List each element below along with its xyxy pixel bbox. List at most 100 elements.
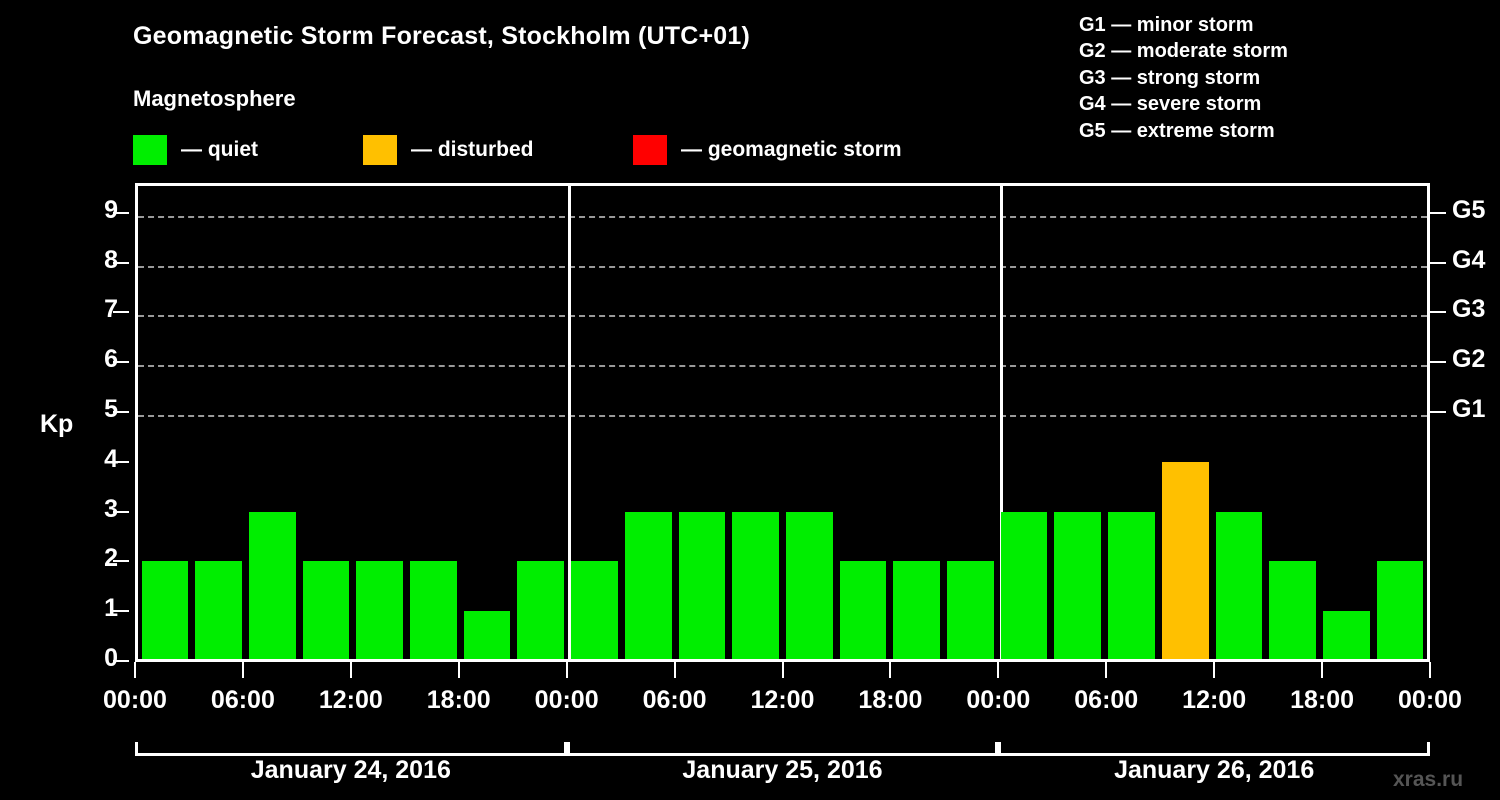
bar[interactable]	[1161, 461, 1209, 661]
bar[interactable]	[410, 561, 457, 661]
day-bracket	[135, 742, 567, 756]
bar[interactable]	[732, 511, 779, 661]
x-tick-label: 00:00	[966, 686, 1031, 714]
x-tick	[134, 662, 136, 678]
g-scale-legend: G1 — minor storm G2 — moderate storm G3 — …	[1079, 12, 1288, 144]
bar[interactable]	[947, 561, 994, 661]
x-tick-label: 06:00	[642, 686, 707, 714]
y-tick	[113, 610, 129, 613]
x-tick-label: 12:00	[318, 686, 383, 714]
g-scale-row: G2 — moderate storm	[1079, 40, 1288, 63]
bar-slot	[192, 186, 246, 661]
y-tick	[113, 411, 129, 414]
bar[interactable]	[141, 561, 189, 661]
legend-label: — geomagnetic storm	[681, 138, 902, 161]
x-tick	[565, 662, 568, 678]
gridline	[138, 215, 1427, 218]
y-tick-label: 3	[104, 494, 118, 523]
bar-series	[138, 186, 1427, 661]
x-tick	[1429, 662, 1431, 678]
bar[interactable]	[1376, 561, 1424, 661]
day-bracket	[566, 742, 999, 756]
gridline	[138, 265, 1427, 268]
bar[interactable]	[302, 561, 350, 661]
legend-item: — disturbed	[363, 134, 534, 166]
g-scale-row: G3 — strong storm	[1079, 66, 1261, 89]
legend-item: — quiet	[133, 134, 258, 166]
x-axis-line	[135, 659, 1430, 662]
x-tick	[457, 662, 460, 678]
y-tick-label: 0	[104, 644, 118, 672]
bar-slot	[299, 186, 353, 661]
bar-slot	[675, 186, 729, 661]
x-tick-label: 06:00	[1074, 686, 1139, 714]
bar[interactable]	[195, 561, 242, 661]
bar[interactable]	[1215, 511, 1263, 661]
bar-slot	[460, 186, 514, 661]
bar[interactable]	[1269, 561, 1316, 661]
x-tick-label: 18:00	[858, 686, 923, 714]
y-tick-label: 4	[104, 444, 118, 473]
g-tick	[1430, 311, 1446, 314]
bar[interactable]	[517, 561, 565, 661]
bar[interactable]	[785, 511, 833, 661]
gridline	[138, 315, 1427, 318]
bar-slot	[1266, 186, 1320, 661]
bar-slot	[997, 186, 1051, 661]
bar[interactable]	[1108, 511, 1155, 661]
bar-slot	[245, 186, 299, 661]
y-tick-label: 5	[104, 395, 118, 424]
bar[interactable]	[893, 561, 941, 661]
bar[interactable]	[571, 561, 618, 661]
x-tick-label: 18:00	[426, 686, 491, 714]
bar-slot	[353, 186, 407, 661]
bar[interactable]	[1322, 611, 1370, 661]
y-tick-label: 7	[104, 295, 118, 324]
y-tick	[113, 660, 129, 662]
bar[interactable]	[624, 511, 672, 661]
legend-label: — quiet	[181, 138, 258, 161]
g-tick	[1430, 361, 1446, 364]
bar-slot	[782, 186, 836, 661]
g-tick	[1430, 261, 1446, 264]
bar[interactable]	[463, 611, 511, 661]
gridline	[138, 365, 1427, 368]
g-tick-label: G3	[1452, 295, 1486, 324]
bar-slot	[1212, 186, 1266, 661]
bar[interactable]	[1000, 511, 1048, 661]
day-separator	[568, 186, 572, 661]
bar-slot	[514, 186, 568, 661]
x-tick	[781, 662, 784, 678]
bar-slot	[1051, 186, 1105, 661]
bar-slot	[944, 186, 998, 661]
y-tick	[113, 311, 129, 314]
bar[interactable]	[356, 561, 404, 661]
bar[interactable]	[1054, 511, 1102, 661]
g-tick	[1430, 211, 1446, 214]
page-title: Geomagnetic Storm Forecast, Stockholm (U…	[133, 22, 750, 50]
bar[interactable]	[678, 511, 726, 661]
legend-label: — disturbed	[411, 138, 534, 161]
gridline	[138, 415, 1427, 418]
x-tick-label: 00:00	[1398, 686, 1462, 714]
legend-swatch	[363, 135, 397, 165]
bar-slot	[621, 186, 675, 661]
y-tick	[113, 261, 129, 264]
bar[interactable]	[839, 561, 887, 661]
x-tick-label: 12:00	[1182, 686, 1247, 714]
y-tick-label: 6	[104, 345, 118, 374]
day-label: January 26, 2016	[1114, 756, 1315, 784]
legend-item: — geomagnetic storm	[633, 134, 902, 166]
g-tick-label: G5	[1452, 195, 1486, 224]
bar[interactable]	[248, 511, 296, 661]
y-tick	[113, 460, 129, 463]
bar-slot	[729, 186, 783, 661]
g-tick-label: G4	[1452, 245, 1486, 274]
legend-swatch	[633, 135, 667, 165]
series-title: Magnetosphere	[133, 86, 296, 111]
y-tick-label: 9	[104, 195, 118, 224]
bar-slot	[1158, 186, 1212, 661]
plot-area	[135, 183, 1430, 661]
bar-slot	[890, 186, 944, 661]
